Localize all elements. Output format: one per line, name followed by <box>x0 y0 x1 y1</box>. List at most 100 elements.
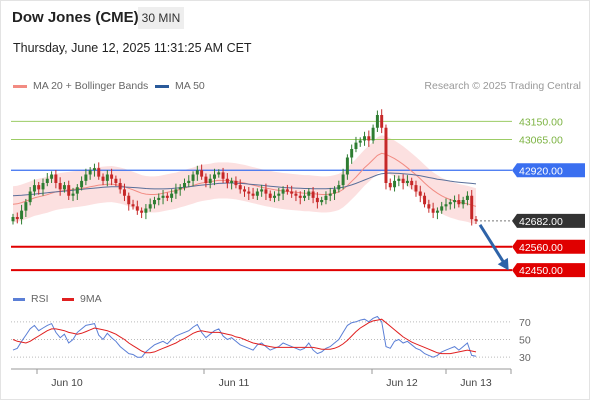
legend-ma20-label: MA 20 + Bollinger Bands <box>33 80 149 92</box>
candle-body <box>363 136 367 141</box>
candle-body <box>178 187 182 190</box>
candle-body <box>170 193 174 198</box>
candle-body <box>148 204 152 209</box>
candle-body <box>110 174 114 179</box>
candle-body <box>388 183 392 188</box>
candle-body <box>448 202 452 205</box>
level-label-1: 43065.00 <box>519 134 563 146</box>
candle-body <box>75 187 79 194</box>
candle-body <box>122 189 126 196</box>
candle-body <box>380 115 384 128</box>
candle-body <box>217 172 221 175</box>
candle-body <box>350 149 354 158</box>
candle-body <box>213 174 216 179</box>
candle-body <box>84 174 88 181</box>
candle-body <box>341 174 345 186</box>
legend-ma50: MA 50 <box>155 80 205 92</box>
candle-body <box>32 185 36 192</box>
candle-body <box>135 206 139 211</box>
candle-body <box>101 176 105 181</box>
candle-body <box>71 193 75 196</box>
candle-body <box>465 195 469 200</box>
candle-body <box>427 204 431 209</box>
ma20-swatch-icon <box>13 84 27 88</box>
candle-body <box>397 178 401 181</box>
candle-body <box>54 174 58 183</box>
candle-body <box>333 189 337 194</box>
candle-body <box>470 195 474 220</box>
candle-body <box>182 183 186 188</box>
candle-body <box>28 191 32 203</box>
candle-body <box>118 183 122 190</box>
level-tag-2 <box>512 163 585 178</box>
x-tick-label: Jun 10 <box>51 377 83 389</box>
candle-body <box>140 210 144 213</box>
candle-body <box>405 180 409 183</box>
candle-body <box>354 142 358 149</box>
candle-body <box>62 185 66 190</box>
candle-body <box>225 178 229 183</box>
candle-body <box>37 185 41 190</box>
candle-body <box>204 176 208 183</box>
level-label-3: 42682.00 <box>519 216 563 228</box>
candle-body <box>337 185 341 190</box>
candle-body <box>461 200 465 205</box>
candle-body <box>418 191 422 196</box>
level-tag-4 <box>512 239 585 254</box>
level-label-0: 43150.00 <box>519 116 563 128</box>
level-label-2: 42920.00 <box>519 165 563 177</box>
legend-ma50-label: MA 50 <box>175 80 205 92</box>
candle-body <box>92 168 96 171</box>
candle-body <box>131 204 135 207</box>
candle-body <box>294 193 298 196</box>
candle-body <box>371 127 375 141</box>
candle-body <box>187 180 191 183</box>
ma20-line <box>12 152 477 207</box>
candle-body <box>15 217 19 220</box>
candle-body <box>268 193 272 198</box>
timestamp: Thursday, June 12, 2025 11:31:25 AM CET <box>13 41 252 55</box>
candle-body <box>41 183 45 190</box>
rsi-tick-label: 50 <box>519 335 531 347</box>
ma50-swatch-icon <box>155 84 169 88</box>
candle-body <box>208 178 212 183</box>
candle-body <box>165 195 169 198</box>
candle-body <box>24 202 28 211</box>
level-label-4: 42560.00 <box>519 242 563 254</box>
timeframe-badge[interactable]: 30 MIN <box>138 7 184 29</box>
candle-body <box>11 217 15 222</box>
candle-body <box>45 178 49 183</box>
x-tick-label: Jun 13 <box>460 377 492 389</box>
rsi-line <box>12 315 477 358</box>
candle-body <box>444 204 448 207</box>
candle-body <box>431 208 435 213</box>
candle-body <box>315 197 319 203</box>
candle-body <box>234 180 238 186</box>
candle-body <box>20 210 24 220</box>
candle-body <box>324 195 328 200</box>
candle-body <box>358 140 362 143</box>
x-tick-label: Jun 12 <box>386 377 418 389</box>
candle-body <box>474 219 478 221</box>
candle-body <box>105 174 109 181</box>
candle-body <box>114 178 118 183</box>
rsi-9ma-line <box>12 318 477 355</box>
rsi-swatch-icon <box>13 297 25 301</box>
candle-body <box>375 115 379 128</box>
candle-body <box>191 174 195 181</box>
candle-body <box>127 195 131 205</box>
candle-body <box>88 170 92 175</box>
ma50-line <box>12 172 477 197</box>
level-label-5: 42450.00 <box>519 265 563 277</box>
candle-body <box>195 170 199 175</box>
candle-body <box>157 197 161 200</box>
candle-body <box>410 180 414 186</box>
candle-body <box>67 185 71 196</box>
candle-body <box>290 191 294 194</box>
candle-body <box>457 200 461 205</box>
candle-body <box>435 210 439 213</box>
candle-body <box>298 195 302 198</box>
rsi-tick-label: 30 <box>519 352 531 364</box>
legend-rsi: RSI <box>13 293 49 305</box>
